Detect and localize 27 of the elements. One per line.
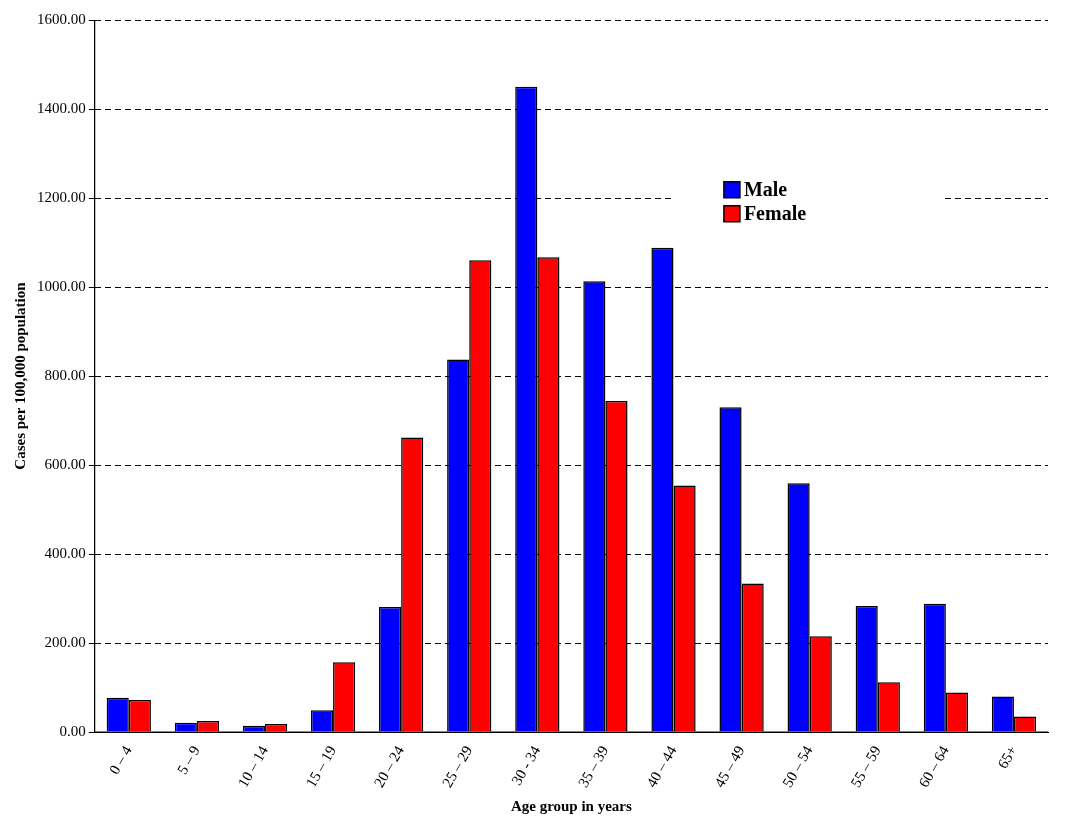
x-tick-label: 0 – 4 [105, 742, 136, 777]
x-tick-label: 50 – 54 [779, 742, 816, 790]
y-tick-label: 1000.00 [37, 277, 86, 294]
x-tick-label: 65+ [994, 743, 1020, 772]
x-axis-title: Age group in years [510, 797, 633, 814]
x-tick-label: 10 – 14 [234, 742, 272, 790]
x-tick-label: 55 – 59 [847, 743, 884, 790]
x-tick-label: 25 – 29 [438, 743, 476, 790]
x-tick-label: 20 – 24 [370, 742, 408, 790]
y-tick-label: 1200.00 [37, 188, 86, 205]
x-tick-label: 60 – 64 [915, 742, 953, 790]
x-tick-label: 35 – 39 [575, 743, 612, 790]
y-tick-label: 400.00 [44, 544, 86, 561]
y-tick-label: 600.00 [44, 455, 86, 472]
y-tick-label: 1600.00 [37, 10, 86, 27]
y-tick-label: 800.00 [44, 366, 86, 383]
legend-label: Female [743, 201, 807, 224]
x-tick-label: 15 – 19 [302, 743, 340, 790]
x-tick-label: 5 – 9 [174, 743, 203, 777]
legend-label: Male [743, 177, 788, 200]
x-tick-label: 45 – 49 [711, 743, 748, 790]
y-tick-label: 200.00 [44, 633, 86, 650]
x-tick-label: 30 - 34 [508, 742, 544, 788]
y-tick-label: 1400.00 [37, 99, 86, 116]
y-axis-title: Cases per 100,000 population [11, 281, 28, 470]
x-tick-label: 40 – 44 [643, 742, 680, 790]
y-tick-label: 0.00 [59, 722, 86, 739]
